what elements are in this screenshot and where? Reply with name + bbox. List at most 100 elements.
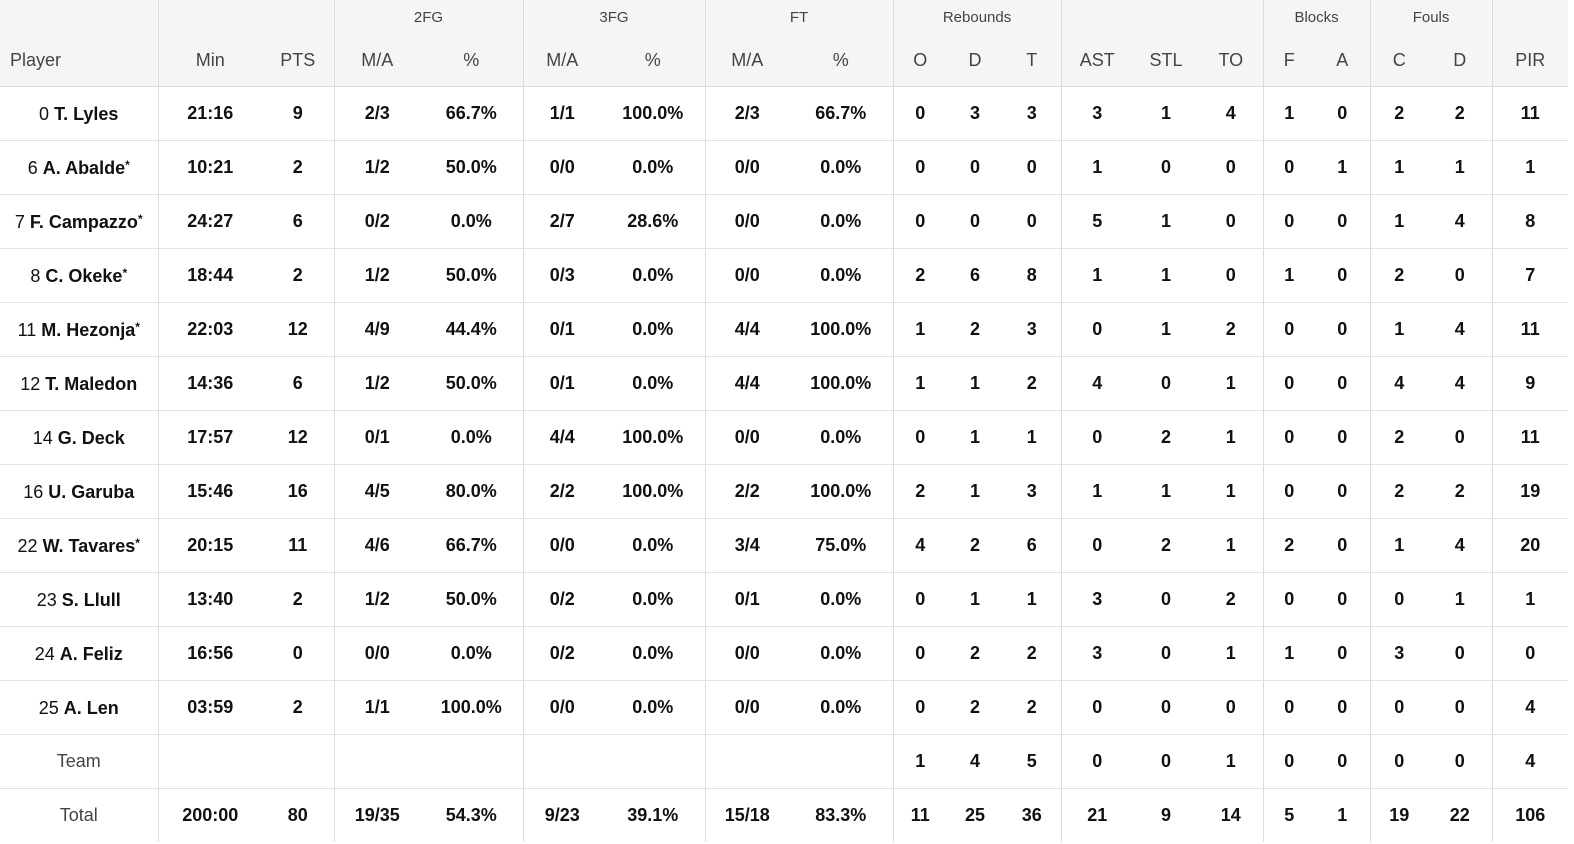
cell-2fg-pct: 50.0% — [420, 140, 524, 195]
player-name-link[interactable]: A. Abalde — [42, 158, 126, 178]
cell-reb-d: 2 — [947, 302, 1004, 357]
table-row[interactable]: 22 W. Tavares* 20:15 11 4/6 66.7% 0/0 0.0% 3/4 75… — [0, 518, 1569, 573]
cell-2fg-pct: 0.0% — [420, 410, 524, 465]
cell-foul-c: 1 — [1370, 518, 1429, 573]
cell-reb-t: 3 — [1003, 464, 1062, 519]
cell-blk-a: 1 — [1315, 140, 1371, 195]
cell-reb-t: 2 — [1003, 356, 1062, 411]
player-name-link[interactable]: S. Llull — [61, 590, 121, 610]
player-name-link[interactable]: T. Lyles — [54, 104, 119, 124]
player-name-link[interactable]: W. Tavares — [42, 536, 136, 556]
cell-foul-d: 2 — [1428, 464, 1493, 519]
cell-to: 1 — [1199, 356, 1264, 411]
total-row: Total 200:00 80 19/35 54.3% 9/23 39.1% 15/18 83.… — [0, 788, 1568, 842]
col-ft-pct: % — [789, 34, 894, 87]
player-name-link[interactable]: A. Len — [63, 698, 119, 718]
cell-reb-d: 2 — [947, 626, 1004, 681]
cell-reb-t: 1 — [1003, 572, 1062, 627]
player-name-link[interactable]: A. Feliz — [59, 644, 123, 664]
cell-reb-o: 0 — [893, 626, 948, 681]
table-row[interactable]: 14 G. Deck 17:57 12 0/1 0.0% 4/4 100.0% 0/0 0.0% 0… — [0, 410, 1569, 465]
cell-foul-d: 0 — [1428, 626, 1493, 681]
player-name-link[interactable]: C. Okeke — [45, 266, 123, 286]
table-row[interactable]: 12 T. Maledon 14:36 6 1/2 50.0% 0/1 0.0% 4/4 100.… — [0, 356, 1569, 411]
cell-stl: 0 — [1133, 356, 1200, 411]
cell-blk-f: 1 — [1263, 626, 1316, 681]
col-stl: STL — [1133, 34, 1200, 87]
cell-3fg-pct: 0.0% — [601, 248, 706, 303]
cell-ast: 0 — [1061, 302, 1134, 357]
player-cell: 22 W. Tavares* — [0, 518, 159, 573]
cell-pts: 16 — [262, 464, 335, 519]
table-row[interactable]: 8 C. Okeke* 18:44 2 1/2 50.0% 0/3 0.0% 0/0 0.0% 2 6… — [0, 248, 1569, 303]
cell-reb-d: 2 — [947, 518, 1004, 573]
cell-foul-d: 4 — [1428, 302, 1493, 357]
group-rebounds: Rebounds — [893, 0, 1062, 34]
cell-min: 17:57 — [158, 410, 262, 465]
cell-pir: 8 — [1492, 194, 1569, 249]
cell-reb-t: 1 — [1003, 410, 1062, 465]
cell-ft-ma: 4/4 — [705, 356, 789, 411]
cell-reb-o: 11 — [910, 805, 930, 825]
cell-3fg-ma: 0/0 — [523, 518, 601, 573]
cell-3fg-pct: 100.0% — [601, 464, 706, 519]
cell-to: 1 — [1199, 518, 1264, 573]
group-2fg: 2FG — [334, 0, 524, 34]
table-row[interactable]: 7 F. Campazzo* 24:27 6 0/2 0.0% 2/7 28.6% 0/0 0.0… — [0, 194, 1569, 249]
cell-3fg-pct: 0.0% — [601, 140, 706, 195]
cell-reb-d: 0 — [947, 140, 1004, 195]
cell-pts: 2 — [262, 248, 335, 303]
cell-ft-pct: 75.0% — [789, 518, 894, 573]
cell-blk-a: 0 — [1315, 86, 1371, 141]
cell-ft-pct: 0.0% — [789, 680, 894, 735]
table-row[interactable]: 11 M. Hezonja* 22:03 12 4/9 44.4% 0/1 0.0% 4/4 10… — [0, 302, 1569, 357]
cell-foul-c: 2 — [1370, 410, 1429, 465]
table-row[interactable]: 25 A. Len 03:59 2 1/1 100.0% 0/0 0.0% 0/0 0.0% 0 2 2… — [0, 680, 1569, 735]
col-min: Min — [158, 34, 262, 87]
cell-blk-f: 0 — [1263, 302, 1316, 357]
cell-to: 1 — [1199, 734, 1264, 789]
cell-min: 24:27 — [158, 194, 262, 249]
table-row[interactable]: 16 U. Garuba 15:46 16 4/5 80.0% 2/2 100.0% 2/2 10… — [0, 464, 1569, 519]
col-2fg-pct: % — [420, 34, 524, 87]
col-blk-a: A — [1315, 34, 1371, 87]
cell-pir: 106 — [1515, 805, 1546, 825]
player-name-link[interactable]: U. Garuba — [48, 482, 135, 502]
cell-to: 0 — [1199, 194, 1264, 249]
cell-ast: 0 — [1061, 410, 1134, 465]
total-label: Total — [59, 805, 98, 825]
col-pir: PIR — [1492, 34, 1569, 87]
cell-min: 22:03 — [158, 302, 262, 357]
cell-reb-d: 4 — [947, 734, 1004, 789]
table-row[interactable]: 23 S. Llull 13:40 2 1/2 50.0% 0/2 0.0% 0/1 0.0% 0 1… — [0, 572, 1569, 627]
cell-reb-o: 0 — [893, 86, 948, 141]
player-name-link[interactable]: F. Campazzo — [29, 212, 138, 232]
cell-foul-c: 0 — [1370, 680, 1429, 735]
starter-marker: * — [135, 536, 140, 550]
cell-blk-f: 0 — [1263, 410, 1316, 465]
cell-to: 0 — [1199, 140, 1264, 195]
cell-foul-d: 0 — [1428, 680, 1493, 735]
cell-3fg-pct: 100.0% — [601, 410, 706, 465]
cell-3fg-ma: 2/2 — [523, 464, 601, 519]
cell-ft-ma: 4/4 — [705, 302, 789, 357]
cell-3fg-pct: 28.6% — [601, 194, 706, 249]
cell-3fg-ma: 0/2 — [523, 626, 601, 681]
player-cell: 8 C. Okeke* — [0, 248, 159, 303]
player-name-link[interactable]: T. Maledon — [45, 374, 138, 394]
player-name-link[interactable]: M. Hezonja — [41, 320, 136, 340]
cell-ft-ma: 0/1 — [705, 572, 789, 627]
player-number: 22 — [17, 536, 38, 556]
table-header: 2FG 3FG FT Rebounds Blocks Fouls Player … — [0, 0, 1569, 87]
player-name-link[interactable]: G. Deck — [57, 428, 125, 448]
table-row[interactable]: 6 A. Abalde* 10:21 2 1/2 50.0% 0/0 0.0% 0/0 0.0% 0… — [0, 140, 1569, 195]
cell-min: 16:56 — [158, 626, 262, 681]
cell-pts — [262, 734, 335, 789]
cell-ast: 21 — [1087, 805, 1108, 825]
cell-min — [158, 734, 262, 789]
table-row[interactable]: 0 T. Lyles 21:16 9 2/3 66.7% 1/1 100.0% 2/3 66.7%… — [0, 86, 1569, 141]
cell-2fg-pct: 66.7% — [420, 518, 524, 573]
table-row[interactable]: 24 A. Feliz 16:56 0 0/0 0.0% 0/2 0.0% 0/0 0.0% 0 2 2… — [0, 626, 1569, 681]
cell-stl: 0 — [1133, 734, 1200, 789]
cell-to: 0 — [1199, 248, 1264, 303]
